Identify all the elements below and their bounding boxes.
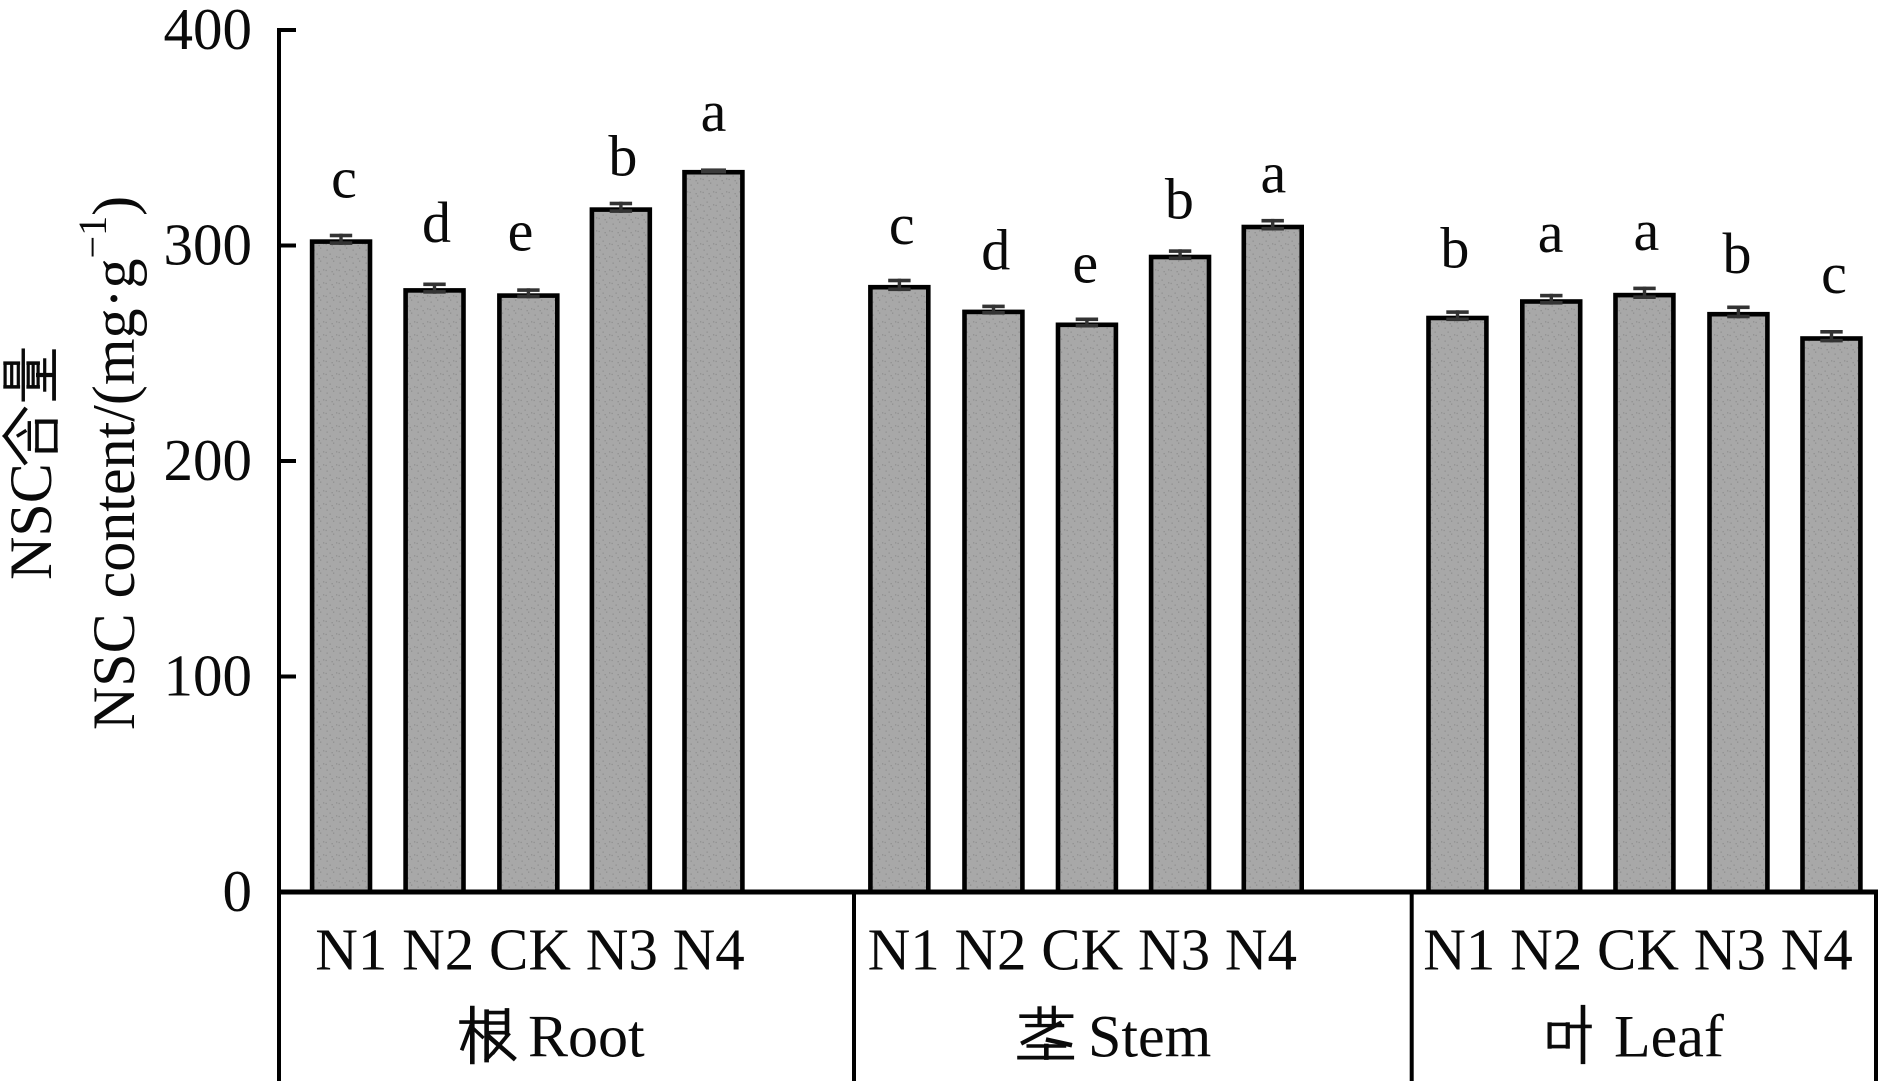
svg-text:NSC: NSC xyxy=(0,463,64,580)
svg-text:a: a xyxy=(1538,200,1564,265)
svg-text:N1 N2 CK N3 N4: N1 N2 CK N3 N4 xyxy=(868,917,1297,983)
svg-text:e: e xyxy=(1072,231,1098,296)
svg-text:b: b xyxy=(1440,216,1469,281)
svg-text:NSC content/(mg·g−1): NSC content/(mg·g−1) xyxy=(70,196,147,730)
svg-text:a: a xyxy=(1634,198,1660,263)
svg-text:b: b xyxy=(608,123,637,188)
svg-text:b: b xyxy=(1165,167,1194,232)
svg-text:N1 N2 CK N3 N4: N1 N2 CK N3 N4 xyxy=(315,917,744,983)
svg-text:c: c xyxy=(331,145,357,210)
svg-text:400: 400 xyxy=(164,0,253,62)
svg-text:100: 100 xyxy=(164,643,253,709)
svg-text:d: d xyxy=(981,218,1010,283)
svg-text:c: c xyxy=(889,192,915,257)
svg-text:Stem: Stem xyxy=(1088,1004,1211,1070)
svg-text:200: 200 xyxy=(164,427,253,493)
svg-text:d: d xyxy=(422,190,451,255)
svg-text:e: e xyxy=(508,198,534,263)
svg-text:0: 0 xyxy=(223,858,253,924)
svg-text:b: b xyxy=(1723,221,1752,286)
svg-text:Root: Root xyxy=(528,1004,645,1070)
svg-text:Leaf: Leaf xyxy=(1614,1004,1724,1070)
svg-text:a: a xyxy=(1261,141,1287,206)
svg-text:N1 N2 CK N3 N4: N1 N2 CK N3 N4 xyxy=(1423,917,1852,983)
svg-text:300: 300 xyxy=(164,212,253,278)
svg-text:c: c xyxy=(1821,241,1847,306)
svg-text:a: a xyxy=(701,79,727,144)
